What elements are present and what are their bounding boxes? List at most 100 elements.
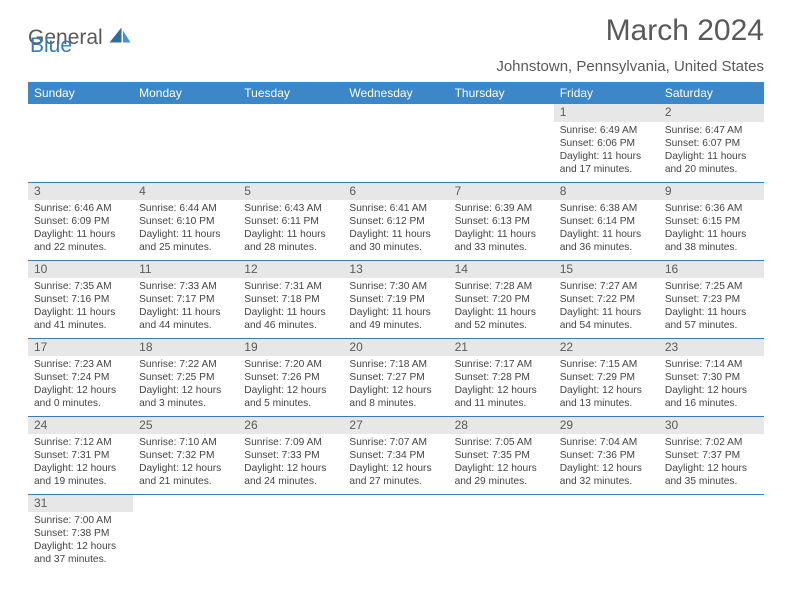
day-number: 10: [28, 261, 133, 279]
sunset-text: Sunset: 7:38 PM: [34, 527, 127, 540]
daylight-text: Daylight: 11 hours and 36 minutes.: [560, 228, 653, 254]
day-number: [133, 495, 238, 510]
day-number: 25: [133, 417, 238, 435]
daylight-text: Daylight: 11 hours and 52 minutes.: [455, 306, 548, 332]
daylight-text: Daylight: 11 hours and 22 minutes.: [34, 228, 127, 254]
sunrise-text: Sunrise: 7:14 AM: [665, 358, 758, 371]
day-cell: [133, 104, 238, 182]
day-details: Sunrise: 7:18 AMSunset: 7:27 PMDaylight:…: [343, 356, 448, 412]
sunset-text: Sunset: 6:06 PM: [560, 137, 653, 150]
sunrise-text: Sunrise: 6:44 AM: [139, 202, 232, 215]
day-number: 28: [449, 417, 554, 435]
day-cell: 14Sunrise: 7:28 AMSunset: 7:20 PMDayligh…: [449, 260, 554, 338]
daylight-text: Daylight: 11 hours and 17 minutes.: [560, 150, 653, 176]
sunset-text: Sunset: 7:32 PM: [139, 449, 232, 462]
day-details: Sunrise: 7:07 AMSunset: 7:34 PMDaylight:…: [343, 434, 448, 490]
day-number: 5: [238, 183, 343, 201]
daylight-text: Daylight: 11 hours and 41 minutes.: [34, 306, 127, 332]
sunrise-text: Sunrise: 7:23 AM: [34, 358, 127, 371]
daylight-text: Daylight: 11 hours and 44 minutes.: [139, 306, 232, 332]
day-number: 19: [238, 339, 343, 357]
day-number: 2: [659, 104, 764, 122]
day-details: Sunrise: 7:25 AMSunset: 7:23 PMDaylight:…: [659, 278, 764, 334]
daylight-text: Daylight: 12 hours and 3 minutes.: [139, 384, 232, 410]
daylight-text: Daylight: 11 hours and 28 minutes.: [244, 228, 337, 254]
daylight-text: Daylight: 12 hours and 11 minutes.: [455, 384, 548, 410]
day-number: 30: [659, 417, 764, 435]
day-number: 20: [343, 339, 448, 357]
day-details: Sunrise: 7:15 AMSunset: 7:29 PMDaylight:…: [554, 356, 659, 412]
sunset-text: Sunset: 7:34 PM: [349, 449, 442, 462]
day-number: 12: [238, 261, 343, 279]
sunrise-text: Sunrise: 7:33 AM: [139, 280, 232, 293]
day-number: 29: [554, 417, 659, 435]
day-details: Sunrise: 7:14 AMSunset: 7:30 PMDaylight:…: [659, 356, 764, 412]
day-cell: 19Sunrise: 7:20 AMSunset: 7:26 PMDayligh…: [238, 338, 343, 416]
sunset-text: Sunset: 7:22 PM: [560, 293, 653, 306]
day-details: Sunrise: 7:10 AMSunset: 7:32 PMDaylight:…: [133, 434, 238, 490]
sunset-text: Sunset: 6:10 PM: [139, 215, 232, 228]
dow-header: Wednesday: [343, 82, 448, 104]
day-cell: 5Sunrise: 6:43 AMSunset: 6:11 PMDaylight…: [238, 182, 343, 260]
sunset-text: Sunset: 7:28 PM: [455, 371, 548, 384]
day-details: Sunrise: 7:20 AMSunset: 7:26 PMDaylight:…: [238, 356, 343, 412]
sunset-text: Sunset: 6:11 PM: [244, 215, 337, 228]
day-number: 23: [659, 339, 764, 357]
sunset-text: Sunset: 7:30 PM: [665, 371, 758, 384]
day-number: 18: [133, 339, 238, 357]
sunset-text: Sunset: 7:24 PM: [34, 371, 127, 384]
day-cell: 4Sunrise: 6:44 AMSunset: 6:10 PMDaylight…: [133, 182, 238, 260]
calendar-row: 10Sunrise: 7:35 AMSunset: 7:16 PMDayligh…: [28, 260, 764, 338]
sunset-text: Sunset: 7:26 PM: [244, 371, 337, 384]
day-details: Sunrise: 7:02 AMSunset: 7:37 PMDaylight:…: [659, 434, 764, 490]
sunrise-text: Sunrise: 7:02 AM: [665, 436, 758, 449]
daylight-text: Daylight: 12 hours and 32 minutes.: [560, 462, 653, 488]
month-title: March 2024: [606, 14, 764, 48]
day-number: 27: [343, 417, 448, 435]
day-number: 21: [449, 339, 554, 357]
daylight-text: Daylight: 12 hours and 16 minutes.: [665, 384, 758, 410]
sunset-text: Sunset: 7:37 PM: [665, 449, 758, 462]
sunrise-text: Sunrise: 7:25 AM: [665, 280, 758, 293]
calendar-table: Sunday Monday Tuesday Wednesday Thursday…: [28, 82, 764, 572]
daylight-text: Daylight: 12 hours and 0 minutes.: [34, 384, 127, 410]
sunrise-text: Sunrise: 6:38 AM: [560, 202, 653, 215]
day-cell: [238, 104, 343, 182]
day-cell: 23Sunrise: 7:14 AMSunset: 7:30 PMDayligh…: [659, 338, 764, 416]
day-number: 22: [554, 339, 659, 357]
day-details: Sunrise: 6:49 AMSunset: 6:06 PMDaylight:…: [554, 122, 659, 178]
sunrise-text: Sunrise: 7:12 AM: [34, 436, 127, 449]
sunrise-text: Sunrise: 7:07 AM: [349, 436, 442, 449]
day-number: [449, 495, 554, 510]
day-cell: 21Sunrise: 7:17 AMSunset: 7:28 PMDayligh…: [449, 338, 554, 416]
day-cell: 18Sunrise: 7:22 AMSunset: 7:25 PMDayligh…: [133, 338, 238, 416]
day-cell: [343, 104, 448, 182]
calendar-row: 3Sunrise: 6:46 AMSunset: 6:09 PMDaylight…: [28, 182, 764, 260]
day-number: 3: [28, 183, 133, 201]
sunrise-text: Sunrise: 6:39 AM: [455, 202, 548, 215]
day-details: Sunrise: 7:23 AMSunset: 7:24 PMDaylight:…: [28, 356, 133, 412]
day-number: 16: [659, 261, 764, 279]
day-cell: 13Sunrise: 7:30 AMSunset: 7:19 PMDayligh…: [343, 260, 448, 338]
day-details: Sunrise: 6:46 AMSunset: 6:09 PMDaylight:…: [28, 200, 133, 256]
day-number: [659, 495, 764, 510]
daylight-text: Daylight: 11 hours and 46 minutes.: [244, 306, 337, 332]
day-details: Sunrise: 6:39 AMSunset: 6:13 PMDaylight:…: [449, 200, 554, 256]
sunrise-text: Sunrise: 7:28 AM: [455, 280, 548, 293]
day-cell: 30Sunrise: 7:02 AMSunset: 7:37 PMDayligh…: [659, 416, 764, 494]
daylight-text: Daylight: 12 hours and 13 minutes.: [560, 384, 653, 410]
day-number: 8: [554, 183, 659, 201]
daylight-text: Daylight: 12 hours and 5 minutes.: [244, 384, 337, 410]
day-details: Sunrise: 7:28 AMSunset: 7:20 PMDaylight:…: [449, 278, 554, 334]
day-cell: [28, 104, 133, 182]
day-cell: 12Sunrise: 7:31 AMSunset: 7:18 PMDayligh…: [238, 260, 343, 338]
dow-header: Friday: [554, 82, 659, 104]
day-details: Sunrise: 7:31 AMSunset: 7:18 PMDaylight:…: [238, 278, 343, 334]
sail-icon: [107, 26, 133, 44]
day-cell: 24Sunrise: 7:12 AMSunset: 7:31 PMDayligh…: [28, 416, 133, 494]
day-details: Sunrise: 7:33 AMSunset: 7:17 PMDaylight:…: [133, 278, 238, 334]
daylight-text: Daylight: 11 hours and 30 minutes.: [349, 228, 442, 254]
sunrise-text: Sunrise: 7:00 AM: [34, 514, 127, 527]
sunrise-text: Sunrise: 6:49 AM: [560, 124, 653, 137]
sunrise-text: Sunrise: 7:31 AM: [244, 280, 337, 293]
